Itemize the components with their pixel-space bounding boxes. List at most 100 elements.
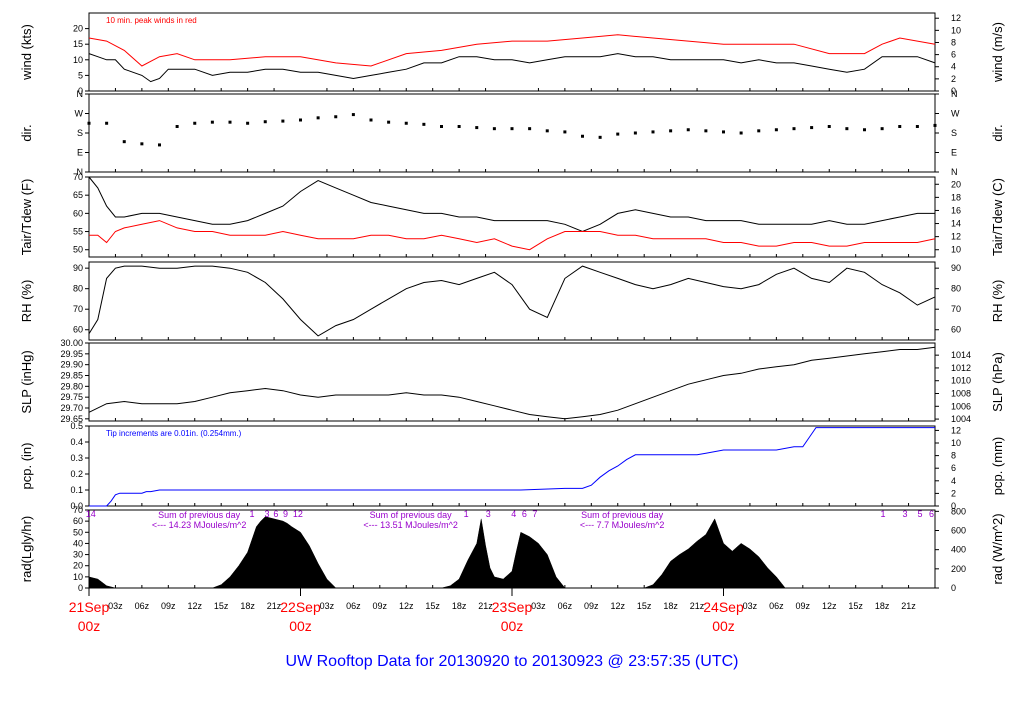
dir-point (281, 119, 285, 123)
slp-ytick-label-left: 29.95 (60, 349, 83, 359)
rad-top-number: 6 (522, 509, 527, 519)
pcp-ytick-label-right: 6 (951, 463, 956, 473)
dir-point (193, 121, 197, 125)
dir-ytick-label-right: N (951, 89, 958, 99)
x-hour-label: 18z (875, 601, 890, 611)
wind-ytick-label-right: 8 (951, 37, 956, 47)
x-hour-label: 09z (796, 601, 811, 611)
slp-ytick-label-left: 29.65 (60, 414, 83, 424)
temp-ytick-label-left: 70 (73, 172, 83, 182)
rad-top-number: 4 (511, 509, 516, 519)
dir-point (863, 128, 866, 132)
rad-ytick-label-right: 400 (951, 545, 966, 555)
dir-ytick-label-right: E (951, 148, 957, 158)
slp-ylabel-left: SLP (inHg) (19, 350, 34, 413)
dir-point (87, 121, 91, 125)
rad-ytick-label-right: 0 (951, 583, 956, 593)
slp-ytick-label-right: 1014 (951, 350, 971, 360)
slp-ytick-label-right: 1008 (951, 389, 971, 399)
wind-ytick-label-left: 20 (73, 24, 83, 34)
wind-ylabel-left: wind (kts) (19, 24, 34, 81)
slp-ylabel-right: SLP (hPa) (990, 352, 1005, 412)
dir-point (140, 142, 144, 146)
rh-ytick-label-right: 60 (951, 325, 961, 335)
pcp-ytick-label-left: 0.2 (70, 469, 83, 479)
rh-line-RH (88, 265, 936, 337)
temp-ytick-label-left: 60 (73, 208, 83, 218)
rh-ytick-label-right: 90 (951, 263, 961, 273)
rh-ytick-label-right: 70 (951, 304, 961, 314)
x-hour-label: 03z (320, 601, 335, 611)
wind-panel-frame (88, 12, 936, 92)
pcp-ytick-label-right: 0 (951, 501, 956, 511)
x-day-hour-label: 00z (78, 618, 101, 634)
dir-point (827, 125, 831, 128)
rad-top-number: 14 (86, 509, 96, 519)
dir-ytick-label-right: S (951, 128, 957, 138)
rh-ytick-label-left: 60 (73, 325, 83, 335)
temp-ytick-label-right: 12 (951, 232, 961, 242)
x-day-hour-label: 00z (712, 618, 735, 634)
wind-ytick-label-left: 5 (78, 70, 83, 80)
slp-ytick-label-left: 29.90 (60, 360, 83, 370)
x-hour-label: 21z (690, 601, 705, 611)
x-day-label: 22Sep (280, 599, 321, 615)
dir-point (299, 118, 302, 122)
x-hour-label: 06z (346, 601, 361, 611)
temp-ytick-label-right: 10 (951, 245, 961, 255)
wind-line-peak (88, 34, 936, 67)
dir-point (651, 130, 655, 134)
dir-point (422, 122, 426, 126)
rh-ylabel-left: RH (%) (19, 280, 34, 323)
x-day-label: 21Sep (69, 599, 110, 615)
temp-ytick-label-left: 50 (73, 245, 83, 255)
x-hour-label: 12z (399, 601, 414, 611)
dir-point (722, 130, 725, 134)
dir-point (228, 120, 232, 124)
dir-point (563, 130, 567, 134)
slp-line-SLP (88, 346, 936, 420)
temp-ytick-label-right: 14 (951, 219, 961, 229)
temp-ytick-label-left: 55 (73, 227, 83, 237)
rad-ytick-label-left: 0 (78, 583, 83, 593)
dir-point (545, 129, 549, 133)
wind-ytick-label-left: 0 (78, 86, 83, 96)
pcp-line-pcp (89, 427, 935, 507)
x-hour-label: 03z (531, 601, 546, 611)
temp-ylabel-left: Tair/Tdew (F) (19, 179, 34, 256)
rad-area-radiation (88, 516, 830, 589)
temp-ytick-label-right: 18 (951, 192, 961, 202)
pcp-ytick-label-right: 4 (951, 476, 956, 486)
chart-footer-title: UW Rooftop Data for 20130920 to 20130923… (286, 653, 739, 670)
slp-ytick-label-right: 1010 (951, 376, 971, 386)
wind-ytick-label-left: 15 (73, 39, 83, 49)
x-hour-label: 21z (901, 601, 916, 611)
slp-ytick-label-left: 29.85 (60, 371, 83, 381)
temp-ytick-label-right: 16 (951, 205, 961, 215)
pcp-ytick-label-right: 2 (951, 488, 956, 498)
dir-point (122, 140, 126, 144)
slp-ytick-label-right: 1004 (951, 414, 971, 424)
dir-point (510, 127, 514, 131)
slp-ytick-label-left: 29.70 (60, 403, 83, 413)
dir-panel-frame (88, 93, 936, 173)
x-hour-label: 15z (848, 601, 863, 611)
pcp-ytick-label-right: 10 (951, 438, 961, 448)
x-hour-label: 15z (425, 601, 440, 611)
wind-line-wind (88, 53, 936, 83)
pcp-ylabel-left: pcp. (in) (19, 443, 34, 490)
dir-point (581, 134, 584, 138)
dir-point (880, 127, 884, 131)
dir-ytick-label-left: W (75, 109, 84, 119)
wind-ytick-label-right: 10 (951, 25, 961, 35)
x-hour-label: 06z (135, 601, 150, 611)
x-hour-label: 03z (743, 601, 758, 611)
rad-top-number: 6 (929, 509, 934, 519)
rad-top-number: 9 (283, 509, 288, 519)
x-hour-label: 03z (108, 601, 123, 611)
temp-ylabel-right: Tair/Tdew (C) (990, 178, 1005, 256)
x-hour-label: 09z (584, 601, 599, 611)
rad-ytick-label-right: 600 (951, 526, 966, 536)
x-hour-label: 09z (373, 601, 388, 611)
